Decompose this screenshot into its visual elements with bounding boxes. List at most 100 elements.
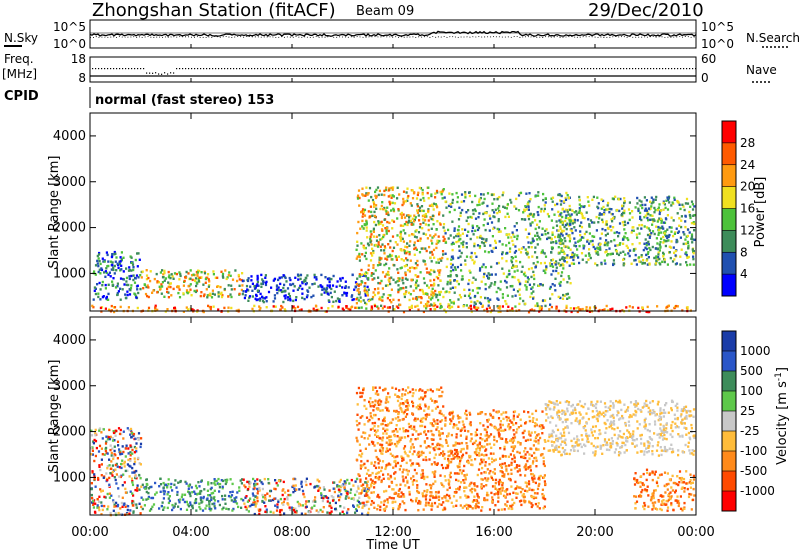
echo-cell xyxy=(417,284,420,287)
echo-cell xyxy=(120,264,123,267)
echo-cell xyxy=(111,447,114,450)
echo-cell xyxy=(372,230,375,233)
echo-cell xyxy=(230,494,234,497)
echo-cell xyxy=(588,308,591,312)
echo-cell xyxy=(363,404,366,408)
echo-cell xyxy=(444,232,447,235)
echo-cell xyxy=(262,280,265,283)
echo-cell xyxy=(244,294,247,297)
echo-cell xyxy=(159,483,163,486)
echo-cell xyxy=(384,466,388,469)
echo-cell xyxy=(406,278,409,281)
echo-cell xyxy=(671,201,674,204)
echo-cell xyxy=(350,497,353,500)
echo-cell xyxy=(476,236,479,239)
echo-cell xyxy=(458,485,461,489)
echo-cell xyxy=(406,479,409,483)
echo-cell xyxy=(497,230,500,233)
echo-cell xyxy=(651,201,654,204)
echo-cell xyxy=(674,231,677,234)
echo-cell xyxy=(442,226,445,229)
echo-cell xyxy=(419,237,422,240)
echo-cell xyxy=(415,479,418,483)
echo-cell xyxy=(359,395,362,399)
echo-cell xyxy=(133,445,136,449)
echo-cell xyxy=(447,303,450,306)
echo-cell xyxy=(490,221,494,224)
echo-cell xyxy=(209,494,212,497)
echo-cell xyxy=(242,478,245,481)
echo-cell xyxy=(119,277,123,280)
echo-cell xyxy=(542,192,545,196)
echo-cell xyxy=(282,503,285,506)
echo-cell xyxy=(561,262,564,266)
echo-cell xyxy=(442,466,445,470)
echo-cell xyxy=(293,487,296,490)
echo-cell xyxy=(260,285,263,288)
echo-cell xyxy=(462,240,465,244)
echo-cell xyxy=(365,229,368,232)
echo-cell xyxy=(443,196,446,199)
echo-cell xyxy=(350,295,353,298)
echo-cell xyxy=(578,206,581,210)
echo-cell xyxy=(365,490,368,493)
echo-cell xyxy=(402,430,405,433)
echo-cell xyxy=(373,205,376,208)
echo-cell xyxy=(356,255,359,258)
echo-cell xyxy=(365,500,368,504)
echo-cell xyxy=(134,488,137,492)
echo-cell xyxy=(426,489,429,492)
echo-cell xyxy=(515,259,518,263)
echo-cell xyxy=(240,288,243,292)
echo-cell xyxy=(441,432,444,435)
echo-cell xyxy=(676,240,679,243)
echo-cell xyxy=(210,482,213,485)
echo-cell xyxy=(674,254,677,257)
echo-cell xyxy=(361,415,364,418)
echo-cell xyxy=(554,235,557,239)
echo-cell xyxy=(544,201,547,204)
echo-cell xyxy=(551,196,555,199)
echo-cell xyxy=(632,226,635,229)
echo-cell xyxy=(424,213,427,216)
echo-cell xyxy=(557,272,560,275)
echo-cell xyxy=(438,495,441,498)
echo-cell xyxy=(368,299,371,303)
echo-cell xyxy=(258,512,261,516)
echo-cell xyxy=(288,506,291,509)
echo-cell xyxy=(379,505,382,508)
echo-cell xyxy=(160,292,163,295)
echo-cell xyxy=(101,280,104,284)
echo-cell xyxy=(117,444,120,447)
echo-cell xyxy=(461,208,464,212)
echo-cell xyxy=(568,219,571,222)
echo-cell xyxy=(171,489,174,492)
echo-cell xyxy=(508,250,512,253)
echo-cell xyxy=(639,217,642,220)
echo-cell xyxy=(525,288,528,291)
echo-cell xyxy=(576,219,579,222)
echo-cell xyxy=(336,280,339,283)
echo-cell xyxy=(106,478,109,482)
echo-cell xyxy=(396,494,400,498)
echo-cell xyxy=(478,246,481,250)
echo-cell xyxy=(376,186,380,189)
nave-dot xyxy=(680,68,682,70)
echo-cell xyxy=(388,435,391,439)
echo-cell xyxy=(351,273,354,276)
echo-cell xyxy=(366,193,369,196)
echo-cell xyxy=(619,251,622,254)
echo-cell xyxy=(540,233,544,236)
nave-dot xyxy=(296,68,298,70)
echo-cell xyxy=(614,195,617,198)
echo-cell xyxy=(567,208,570,211)
echo-cell xyxy=(560,257,564,260)
echo-cell xyxy=(403,251,407,255)
echo-cell xyxy=(536,304,539,308)
echo-cell xyxy=(353,288,356,291)
echo-cell xyxy=(210,507,213,511)
echo-cell xyxy=(513,276,516,279)
echo-cell xyxy=(536,211,539,214)
echo-cell xyxy=(249,504,252,508)
echo-cell xyxy=(543,261,546,265)
